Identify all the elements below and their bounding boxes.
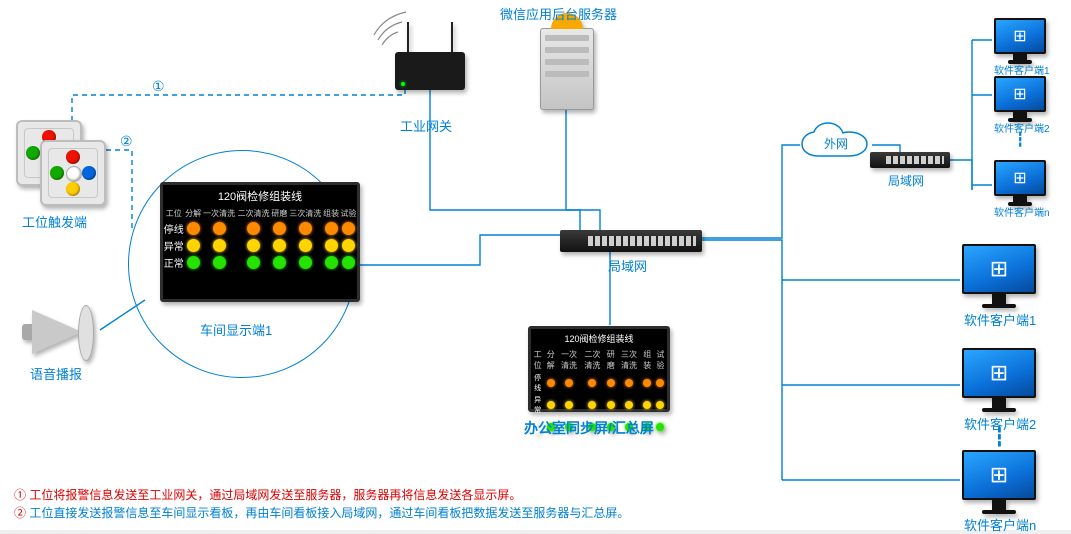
footnote-1: ① 工位将报警信息发送至工业网关，通过局域网发送至服务器，服务器再将信息发送各显… (14, 486, 521, 503)
workshop-display-board: 120阀检修组装线 工位分解一次清洗二次清洗研磨三次清洗组装试验停线异常正常 (160, 182, 360, 302)
windows-icon: ⊞ (1013, 168, 1026, 188)
trigger-panel-icon (40, 140, 106, 206)
wan-label: 外网 (824, 135, 848, 152)
footnote-1-num: ① (14, 488, 26, 502)
lan-switch-small-icon (870, 152, 950, 168)
board-grid: 工位分解一次清洗二次清洗研磨三次清洗组装试验停线异常正常 (163, 207, 357, 271)
windows-icon: ⊞ (990, 256, 1008, 282)
lan2-label: 局域网 (888, 172, 924, 189)
windows-icon: ⊞ (1013, 84, 1026, 104)
speaker-label: 语音播报 (30, 364, 82, 383)
client-monitor: ⊞ (962, 450, 1036, 514)
client-bign-label: 软件客户端n (964, 515, 1036, 534)
footnote-2-num: ② (14, 506, 26, 520)
server-label: 微信应用后台服务器 (500, 4, 617, 23)
display1-label: 车间显示端1 (200, 320, 272, 339)
office-screen-label: 办公室同步屏/汇总屏 (524, 418, 654, 438)
trigger-label: 工位触发端 (22, 212, 87, 231)
windows-icon: ⊞ (990, 462, 1008, 488)
footnote-1-text: 工位将报警信息发送至工业网关，通过局域网发送至服务器，服务器再将信息发送各显示屏… (29, 488, 521, 502)
client-monitor-small: ⊞ (994, 18, 1046, 64)
client-monitor: ⊞ (962, 244, 1036, 308)
lan1-label: 局域网 (608, 256, 647, 275)
client-monitor-small: ⊞ (994, 76, 1046, 122)
footnote-2-text: 工位直接发送报警信息至车间显示看板，再由车间看板接入局域网，通过车间看板把数据发… (29, 506, 629, 520)
lan-switch-icon (560, 230, 702, 252)
ellipsis-v: ┇ (994, 434, 1005, 440)
diagram-canvas: 工位触发端 ① ② 语音播报 120阀检修组装线 工位分解一次清洗二次清洗研磨三… (0, 0, 1071, 530)
windows-icon: ⊞ (1013, 26, 1026, 46)
server-icon (540, 28, 594, 110)
client-big1-label: 软件客户端1 (964, 310, 1036, 329)
client-monitor-small: ⊞ (994, 160, 1046, 206)
office-display-board: 120阀检修组装线 工位分解一次清洗二次清洗研磨三次清洗组装试验停线异常正常 (528, 326, 670, 412)
client-monitor: ⊞ (962, 348, 1036, 412)
board-title: 120阀检修组装线 (163, 185, 357, 207)
client-sm1-label: 软件客户端1 (994, 62, 1050, 77)
windows-icon: ⊞ (990, 360, 1008, 386)
marker-1: ① (152, 78, 165, 95)
client-smn-label: 软件客户端n (994, 204, 1050, 219)
marker-2: ② (120, 133, 133, 150)
footnote-2: ② 工位直接发送报警信息至车间显示看板，再由车间看板接入局域网，通过车间看板把数… (14, 504, 629, 521)
ellipsis-v: ┇ (1016, 136, 1024, 142)
board-title-small: 120阀检修组装线 (531, 329, 667, 348)
gateway-label: 工业网关 (400, 116, 452, 135)
gateway-icon (395, 52, 465, 90)
